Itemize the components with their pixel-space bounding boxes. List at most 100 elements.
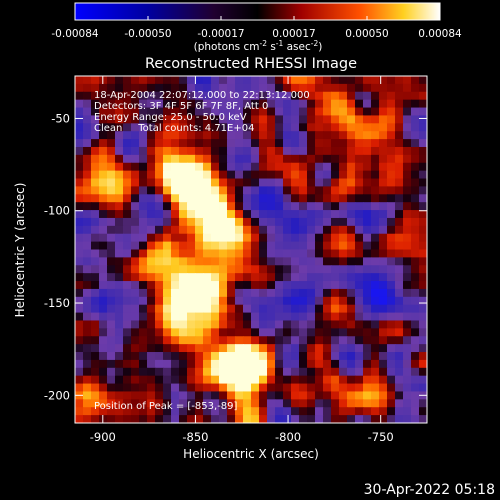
heatmap-cell	[243, 107, 252, 117]
heatmap-cell	[323, 415, 332, 423]
heatmap-cell	[131, 170, 140, 180]
heatmap-cell	[331, 328, 340, 337]
heatmap-cell	[323, 328, 332, 337]
heatmap-cell	[211, 288, 220, 298]
heatmap-cell	[267, 115, 276, 124]
heatmap-cell	[387, 281, 396, 290]
heatmap-cell	[299, 320, 308, 329]
heatmap-cell	[355, 139, 364, 148]
heatmap-cell	[179, 265, 188, 274]
heatmap-cell	[259, 281, 268, 290]
heatmap-cell	[227, 107, 236, 117]
heatmap-cell	[171, 233, 180, 243]
heatmap-cell	[275, 407, 284, 416]
heatmap-cell	[131, 241, 140, 251]
heatmap-cell	[203, 296, 212, 306]
heatmap-cell	[267, 241, 276, 251]
heatmap-cell	[155, 202, 164, 211]
heatmap-cell	[147, 217, 156, 227]
heatmap-cell	[251, 170, 260, 180]
heatmap-cell	[387, 154, 396, 164]
heatmap-cell	[107, 265, 116, 274]
heatmap-cell	[171, 83, 180, 93]
heatmap-cell	[211, 162, 220, 172]
heatmap-cell	[379, 281, 388, 290]
heatmap-cell	[227, 83, 236, 93]
heatmap-cell	[75, 115, 84, 124]
heatmap-cell	[355, 170, 364, 180]
heatmap-cell	[323, 359, 332, 369]
heatmap-cell	[107, 399, 116, 408]
heatmap-cell	[259, 391, 268, 400]
heatmap-cell	[219, 99, 228, 109]
heatmap-cell	[315, 415, 324, 423]
heatmap-cell	[331, 304, 340, 314]
heatmap-cell	[323, 304, 332, 314]
heatmap-cell	[331, 186, 340, 195]
heatmap-cell	[379, 257, 388, 266]
heatmap-cell	[419, 375, 427, 385]
heatmap-cell	[163, 391, 172, 400]
heatmap-cell	[107, 123, 116, 132]
heatmap-cell	[387, 359, 396, 369]
heatmap-cell	[187, 241, 196, 251]
heatmap-cell	[299, 383, 308, 393]
heatmap-cell	[131, 249, 140, 258]
heatmap-cell	[363, 265, 372, 274]
heatmap-cell	[323, 225, 332, 235]
heatmap-cell	[283, 115, 292, 124]
heatmap-cell	[291, 304, 300, 314]
heatmap-cell	[323, 383, 332, 393]
heatmap-cell	[275, 344, 284, 353]
heatmap-cell	[291, 83, 300, 93]
heatmap-cell	[203, 99, 212, 109]
heatmap-cell	[147, 375, 156, 385]
heatmap-cell	[323, 257, 332, 266]
heatmap-cell	[123, 154, 132, 164]
heatmap-cell	[179, 139, 188, 148]
heatmap-cell	[211, 296, 220, 306]
heatmap-cell	[363, 107, 372, 117]
heatmap-cell	[283, 202, 292, 211]
heatmap-cell	[331, 91, 340, 101]
heatmap-cell	[211, 99, 220, 109]
heatmap-cell	[171, 320, 180, 329]
heatmap-cell	[395, 99, 404, 109]
heatmap-cell	[227, 202, 236, 211]
heatmap-cell	[131, 391, 140, 400]
heatmap-cell	[267, 186, 276, 195]
heatmap-cell	[123, 99, 132, 109]
heatmap-cell	[331, 146, 340, 156]
heatmap-cell	[411, 344, 420, 353]
heatmap-cell	[211, 336, 220, 345]
heatmap-cell	[243, 281, 252, 290]
heatmap-cell	[211, 91, 220, 101]
heatmap-cell	[419, 344, 427, 353]
heatmap-cell	[147, 328, 156, 337]
heatmap-cell	[123, 217, 132, 227]
heatmap-cell	[171, 415, 180, 423]
heatmap-cell	[251, 415, 260, 423]
heatmap-cell	[347, 328, 356, 337]
heatmap-cell	[235, 399, 244, 408]
heatmap-cell	[155, 115, 164, 124]
heatmap-cell	[339, 186, 348, 195]
heatmap-cell	[347, 99, 356, 109]
heatmap-cell	[371, 273, 380, 282]
heatmap-cell	[371, 154, 380, 164]
heatmap-cell	[331, 178, 340, 188]
heatmap-cell	[307, 217, 316, 227]
heatmap-cell	[179, 336, 188, 345]
heatmap-cell	[299, 170, 308, 180]
heatmap-cell	[259, 265, 268, 274]
heatmap-cell	[291, 194, 300, 203]
heatmap-cell	[99, 336, 108, 345]
heatmap-cell	[259, 210, 268, 219]
heatmap-cell	[299, 288, 308, 298]
heatmap-cell	[315, 186, 324, 195]
heatmap-cell	[371, 225, 380, 235]
heatmap-cell	[123, 288, 132, 298]
heatmap-cell	[235, 225, 244, 235]
heatmap-cell	[259, 91, 268, 101]
heatmap-cell	[371, 415, 380, 423]
